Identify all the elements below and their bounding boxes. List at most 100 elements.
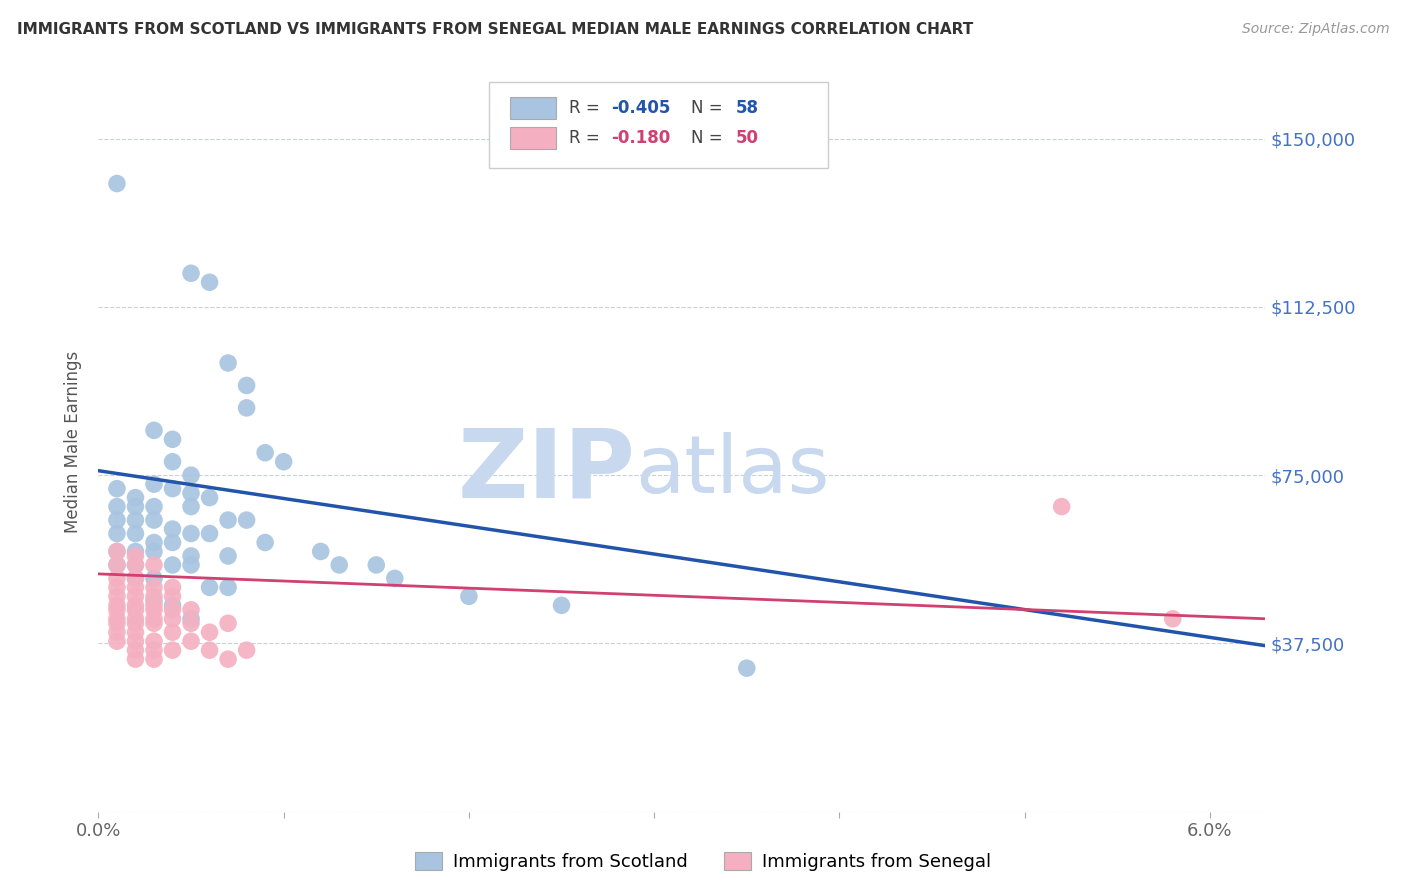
Point [105,625,128,640]
Point [105,580,128,594]
Point [124,616,146,631]
Y-axis label: Median Male Earnings: Median Male Earnings [65,351,83,533]
FancyBboxPatch shape [489,82,828,168]
Point [217,356,239,370]
Point [124,643,146,657]
Point [198,625,221,640]
Point [384,571,406,585]
Point [143,423,166,437]
Point [124,603,146,617]
Text: -0.405: -0.405 [610,99,671,118]
Point [162,612,184,626]
FancyBboxPatch shape [510,127,555,149]
Point [124,558,146,572]
Text: R =: R = [568,99,605,118]
Point [198,580,221,594]
Point [143,558,166,572]
Point [143,580,166,594]
Point [124,571,146,585]
Point [143,477,166,491]
Point [143,599,166,613]
Point [254,446,277,460]
Point [162,432,184,446]
Point [105,590,128,604]
Point [105,612,128,626]
Point [124,634,146,648]
Point [105,558,128,572]
Point [180,558,202,572]
Point [143,616,166,631]
Text: N =: N = [692,99,728,118]
Legend: Immigrants from Scotland, Immigrants from Senegal: Immigrants from Scotland, Immigrants fro… [408,846,998,879]
Point [309,544,332,558]
Point [143,590,166,604]
Point [143,544,166,558]
Point [105,616,128,631]
Point [180,616,202,631]
Point [124,500,146,514]
Point [457,590,479,604]
Point [105,634,128,648]
Point [162,603,184,617]
Text: R =: R = [568,129,605,147]
Point [162,535,184,549]
Point [105,558,128,572]
Point [143,571,166,585]
Point [235,643,257,657]
Point [1161,612,1184,626]
Point [273,455,295,469]
Text: 58: 58 [735,99,759,118]
Point [162,625,184,640]
Point [180,549,202,563]
Point [180,500,202,514]
Point [143,612,166,626]
Text: IMMIGRANTS FROM SCOTLAND VS IMMIGRANTS FROM SENEGAL MEDIAN MALE EARNINGS CORRELA: IMMIGRANTS FROM SCOTLAND VS IMMIGRANTS F… [17,22,973,37]
Point [105,513,128,527]
Point [162,590,184,604]
Point [124,625,146,640]
Point [217,616,239,631]
Point [198,526,221,541]
Point [550,599,572,613]
Point [235,513,257,527]
Point [217,513,239,527]
Point [162,482,184,496]
Point [162,558,184,572]
Point [162,643,184,657]
Point [105,482,128,496]
Point [105,544,128,558]
Point [162,522,184,536]
Point [105,500,128,514]
Point [143,643,166,657]
Point [162,455,184,469]
Point [143,603,166,617]
Point [143,500,166,514]
Point [180,634,202,648]
Point [217,652,239,666]
Point [217,580,239,594]
Point [124,599,146,613]
Text: Source: ZipAtlas.com: Source: ZipAtlas.com [1241,22,1389,37]
Point [124,526,146,541]
Text: ZIP: ZIP [457,425,636,517]
Point [143,513,166,527]
Point [124,544,146,558]
Point [180,612,202,626]
Point [328,558,350,572]
Point [105,603,128,617]
Point [180,486,202,500]
Point [180,603,202,617]
Point [366,558,388,572]
Point [235,378,257,392]
Point [180,266,202,280]
Point [105,544,128,558]
Point [254,535,277,549]
Point [180,468,202,483]
Point [124,652,146,666]
Text: atlas: atlas [636,432,830,510]
Point [124,549,146,563]
Point [735,661,758,675]
Point [124,612,146,626]
Point [124,580,146,594]
Point [105,599,128,613]
